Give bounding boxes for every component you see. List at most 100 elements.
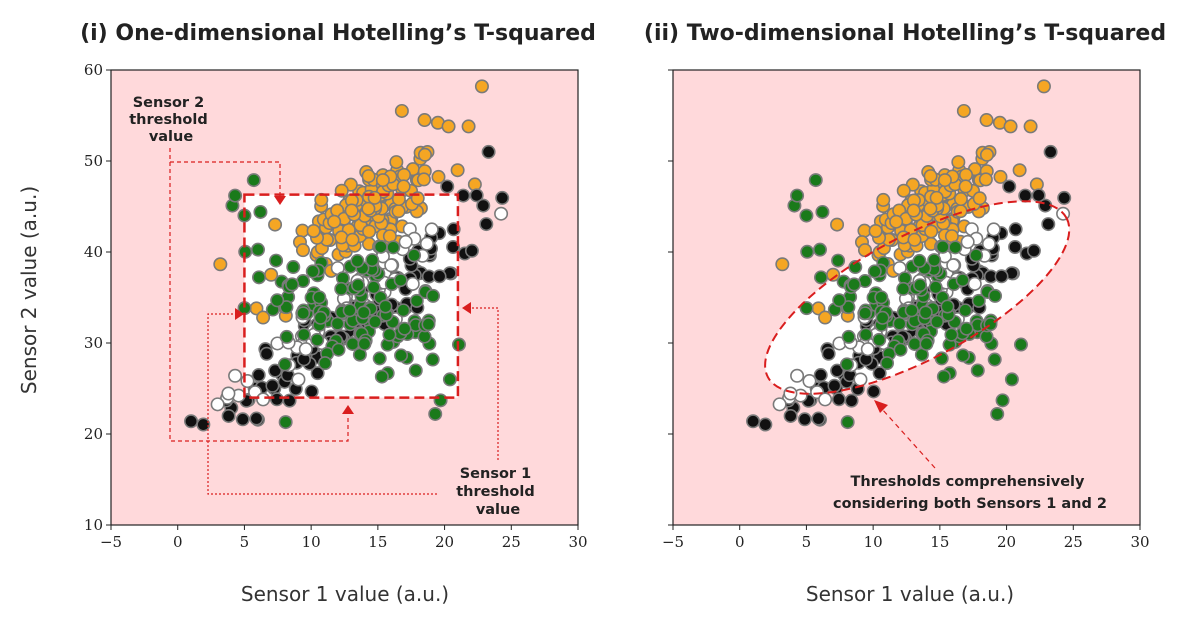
data-point (285, 277, 300, 292)
data-point (960, 234, 975, 249)
data-point (366, 280, 381, 295)
data-point (474, 79, 489, 94)
x-tick-label: 30 (568, 533, 587, 551)
data-point (396, 179, 411, 194)
data-point (432, 269, 447, 284)
data-point (440, 179, 455, 194)
x-tick-label: 30 (1130, 533, 1149, 551)
data-point (955, 273, 970, 288)
data-point (969, 248, 984, 263)
data-point (1013, 337, 1028, 352)
y-tick-label: 30 (84, 334, 103, 352)
panel-title-two-dimensional: (ii) Two-dimensional Hotelling’s T-squar… (644, 21, 1166, 46)
data-point (249, 411, 264, 426)
annotation-line: threshold (456, 484, 535, 500)
x-tick-label: 10 (302, 533, 321, 551)
plot-frame (110, 69, 579, 526)
data-point (265, 378, 280, 393)
data-point (818, 392, 833, 407)
data-point (196, 417, 211, 432)
data-point (929, 190, 944, 205)
arrow-line (881, 408, 936, 469)
annotation-line: value (149, 129, 194, 145)
data-point (431, 169, 446, 184)
data-point (978, 172, 993, 187)
x-tick-label: 20 (997, 533, 1016, 551)
data-point (277, 357, 292, 372)
data-point (799, 301, 814, 316)
x-tick-label: −5 (662, 533, 684, 551)
data-point (345, 336, 360, 351)
data-point (259, 346, 274, 361)
data-point (990, 406, 1005, 421)
data-point (746, 414, 761, 429)
data-point (331, 342, 346, 357)
data-point (953, 192, 968, 207)
data-point (372, 351, 387, 366)
data-point (334, 281, 349, 296)
data-point (821, 346, 836, 361)
panel-two-dimensional: (ii) Two-dimensional Hotelling’s T-squar… (644, 21, 1166, 606)
x-axis-ticks: −5 0 5 10 15 20 25 30 (100, 525, 588, 551)
data-point (286, 260, 301, 275)
data-point (396, 303, 411, 318)
data-point (350, 253, 365, 268)
data-point (924, 224, 939, 239)
sensor1-threshold-annotation: Sensor 1 threshold value (456, 466, 540, 518)
data-point (841, 300, 856, 315)
y-tick-label: 10 (84, 516, 103, 534)
x-tick-label: 20 (435, 533, 454, 551)
annotation-line: Sensor 1 (460, 466, 531, 482)
annotation-line: considering both Sensors 1 and 2 (833, 496, 1107, 512)
data-point (818, 310, 833, 325)
data-point (958, 179, 973, 194)
x-tick-label: 25 (502, 533, 521, 551)
data-point (378, 299, 393, 314)
data-point (958, 167, 973, 182)
threshold-arrows (169, 148, 499, 495)
data-point (831, 253, 846, 268)
data-point (979, 113, 994, 128)
data-point (802, 374, 817, 389)
y-tick-label: 50 (84, 152, 103, 170)
annotation-line: Thresholds comprehensively (850, 474, 1085, 490)
data-point (327, 214, 342, 229)
y-tick-label: 60 (84, 61, 103, 79)
data-point (970, 363, 985, 378)
data-point (971, 293, 986, 308)
data-point (815, 204, 830, 219)
data-point (256, 310, 271, 325)
data-point (464, 243, 479, 258)
scatter-points (184, 79, 510, 432)
data-point (253, 204, 268, 219)
data-point (1043, 144, 1058, 159)
data-point (396, 167, 411, 182)
data-point (995, 393, 1010, 408)
data-point (988, 288, 1003, 303)
data-point (880, 356, 895, 371)
data-point (1012, 163, 1027, 178)
data-point (417, 147, 432, 162)
data-point (210, 397, 225, 412)
data-point (365, 253, 380, 268)
data-point (296, 327, 311, 342)
data-point (927, 253, 942, 268)
data-point (494, 206, 509, 221)
data-point (252, 270, 267, 285)
x-tick-label: 15 (930, 533, 949, 551)
data-point (345, 232, 360, 247)
y-tick-label: 40 (84, 243, 103, 261)
y-axis-ticks (668, 69, 673, 526)
data-point (330, 316, 345, 331)
data-point (1041, 217, 1056, 232)
data-point (398, 234, 413, 249)
data-point (389, 155, 404, 170)
data-point (790, 188, 805, 203)
data-point (306, 223, 321, 238)
data-point (907, 232, 922, 247)
data-point (382, 327, 397, 342)
data-point (797, 412, 812, 427)
data-point (1004, 372, 1019, 387)
data-point (296, 306, 311, 321)
